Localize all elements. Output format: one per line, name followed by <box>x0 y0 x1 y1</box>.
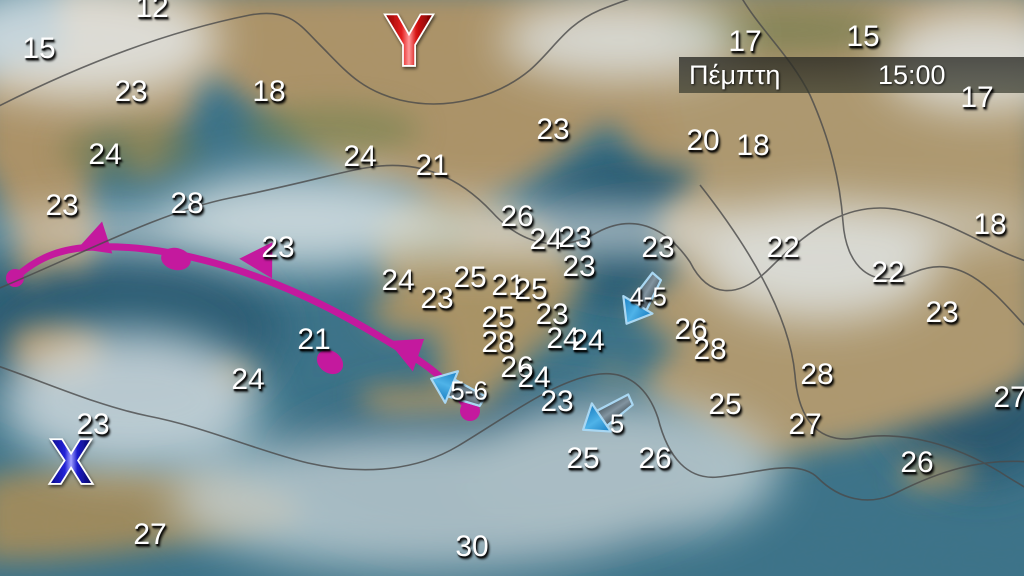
svg-text:Y: Y <box>385 1 433 81</box>
